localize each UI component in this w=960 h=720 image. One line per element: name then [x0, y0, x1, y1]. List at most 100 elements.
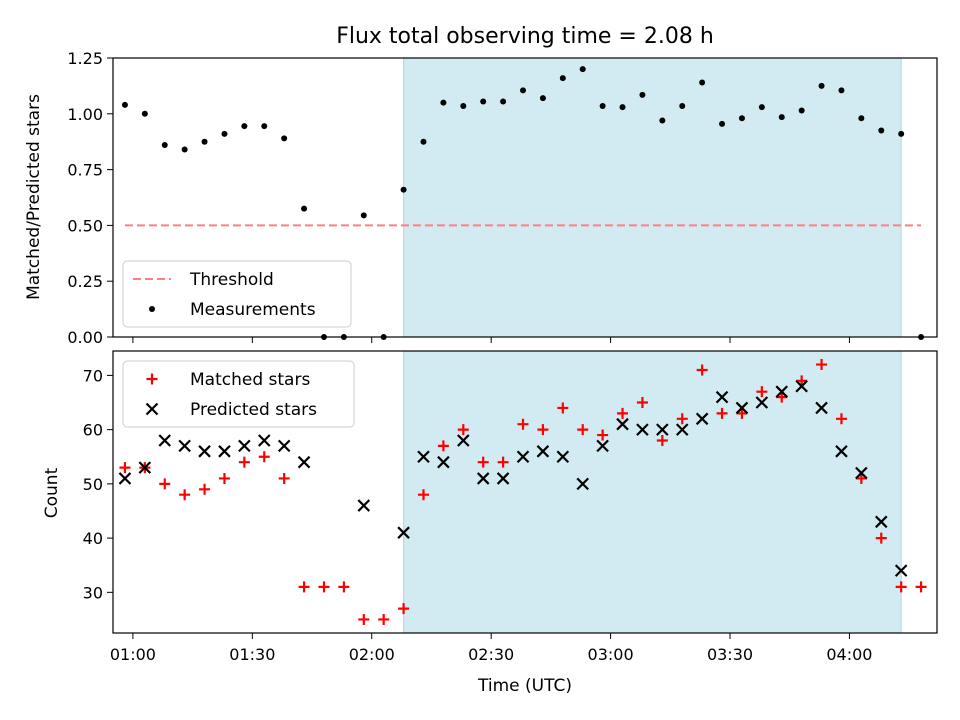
predicted-star-point: [357, 499, 371, 512]
matched-star-point: [756, 386, 768, 398]
y-tick-label-top: 0.25: [67, 272, 103, 291]
measurement-point: [281, 135, 288, 142]
y-tick-label-bottom: 30: [83, 583, 103, 602]
predicted-star-point: [715, 390, 729, 404]
measurement-point: [679, 102, 686, 109]
predicted-star-point: [138, 461, 152, 474]
legend-box: [122, 360, 355, 428]
observing-span-bottom: [403, 350, 902, 634]
legend-label: Predicted stars: [190, 400, 317, 420]
predicted-star-point: [257, 434, 271, 447]
y-tick-label-top: 0.50: [67, 216, 103, 235]
measurement-point: [261, 123, 268, 130]
measurement-point: [599, 102, 606, 109]
legend-top: Threshold Measurements: [122, 260, 352, 328]
predicted-star-point: [596, 439, 609, 453]
matched-star-point: [318, 581, 330, 593]
top-y-axis-label: Matched/Predicted stars: [24, 94, 44, 300]
measurement-point: [559, 75, 566, 82]
predicted-star-point: [457, 434, 470, 447]
y-tick-label-bottom: 40: [83, 529, 103, 548]
x-tick-label: 03:30: [707, 645, 753, 664]
measurement-point: [838, 87, 845, 94]
measurement-point: [400, 186, 407, 193]
matched-star-point: [358, 613, 370, 625]
predicted-star-point: [238, 439, 251, 453]
legend-matched-swatch: [146, 373, 158, 385]
observing-span-top: [403, 57, 902, 338]
x-tick-label: 04:00: [826, 645, 872, 664]
matched-star-point: [617, 407, 629, 419]
measurement-point: [121, 101, 128, 108]
predicted-star-point: [158, 434, 172, 447]
measurement-point: [878, 127, 885, 134]
matched-star-point: [199, 483, 211, 495]
matched-star-point: [477, 456, 489, 468]
measurement-point: [520, 87, 527, 94]
legend-box: [122, 260, 352, 328]
measurement-point: [480, 98, 487, 105]
measurement-point: [639, 91, 646, 98]
matched-star-point: [119, 462, 131, 474]
measurement-point: [798, 107, 805, 114]
matched-star-point: [258, 451, 270, 463]
matched-star-point: [676, 413, 688, 425]
measurement-point: [778, 114, 785, 121]
y-tick-label-top: 0.00: [67, 328, 103, 347]
matched-star-point: [835, 413, 847, 425]
x-tick-label: 03:00: [588, 645, 634, 664]
legend-label: Measurements: [190, 300, 316, 320]
measurement-point: [858, 115, 865, 122]
measurement-point: [619, 104, 626, 111]
matched-star-point: [417, 489, 429, 501]
measurement-point: [440, 99, 447, 106]
predicted-star-point: [397, 526, 410, 539]
legend-measurement-swatch: [149, 306, 155, 312]
predicted-star-point: [178, 439, 191, 453]
x-tick-label: 01:30: [229, 645, 275, 664]
predicted-star-point: [297, 455, 311, 469]
predicted-star-point: [277, 439, 291, 453]
predicted-star-point: [576, 477, 589, 491]
measurement-point: [161, 142, 168, 149]
legend-bottom: Matched stars Predicted stars: [122, 360, 355, 428]
matched-star-point: [557, 402, 569, 414]
measurement-point: [420, 138, 427, 145]
matched-star-point: [696, 364, 708, 376]
matched-star-point: [517, 418, 529, 430]
axes-frame-bottom: [112, 350, 938, 634]
predicted-star-point: [815, 401, 828, 415]
matched-star-point: [159, 478, 171, 490]
y-tick-label-bottom: 60: [83, 421, 103, 440]
measurement-point: [360, 212, 367, 219]
predicted-star-point: [735, 401, 749, 415]
predicted-star-point: [894, 564, 908, 577]
x-tick-label: 01:00: [110, 645, 156, 664]
predicted-star-point: [616, 417, 629, 431]
measurement-point: [719, 120, 726, 127]
measurement-point: [579, 66, 586, 73]
matched-star-point: [298, 581, 310, 593]
predicted-star-point: [437, 455, 450, 469]
measurement-point: [898, 130, 905, 137]
predicted-star-point: [516, 450, 530, 464]
predicted-star-point: [795, 379, 808, 393]
matched-star-point: [218, 472, 230, 484]
series-matched-stars: [119, 359, 927, 625]
y-tick-label-bottom: 50: [83, 475, 103, 494]
legend-label: Threshold: [189, 270, 274, 290]
matched-star-point: [238, 456, 250, 468]
predicted-star-point: [556, 450, 570, 464]
top-panel: 0.00 0.25 0.50 0.75 1.00 1.25 Threshold Measure…: [67, 49, 938, 347]
predicted-star-point: [496, 472, 510, 485]
matched-star-point: [736, 407, 748, 419]
measurement-point: [221, 130, 228, 137]
x-tick-label: 02:30: [468, 645, 514, 664]
measurement-point: [659, 117, 666, 124]
axes-frame-top: [112, 57, 938, 338]
matched-star-point: [915, 581, 927, 593]
measurement-point: [460, 102, 467, 109]
y-tick-label-bottom: 70: [83, 366, 103, 385]
measurement-point: [141, 110, 148, 117]
matched-star-point: [437, 440, 449, 452]
